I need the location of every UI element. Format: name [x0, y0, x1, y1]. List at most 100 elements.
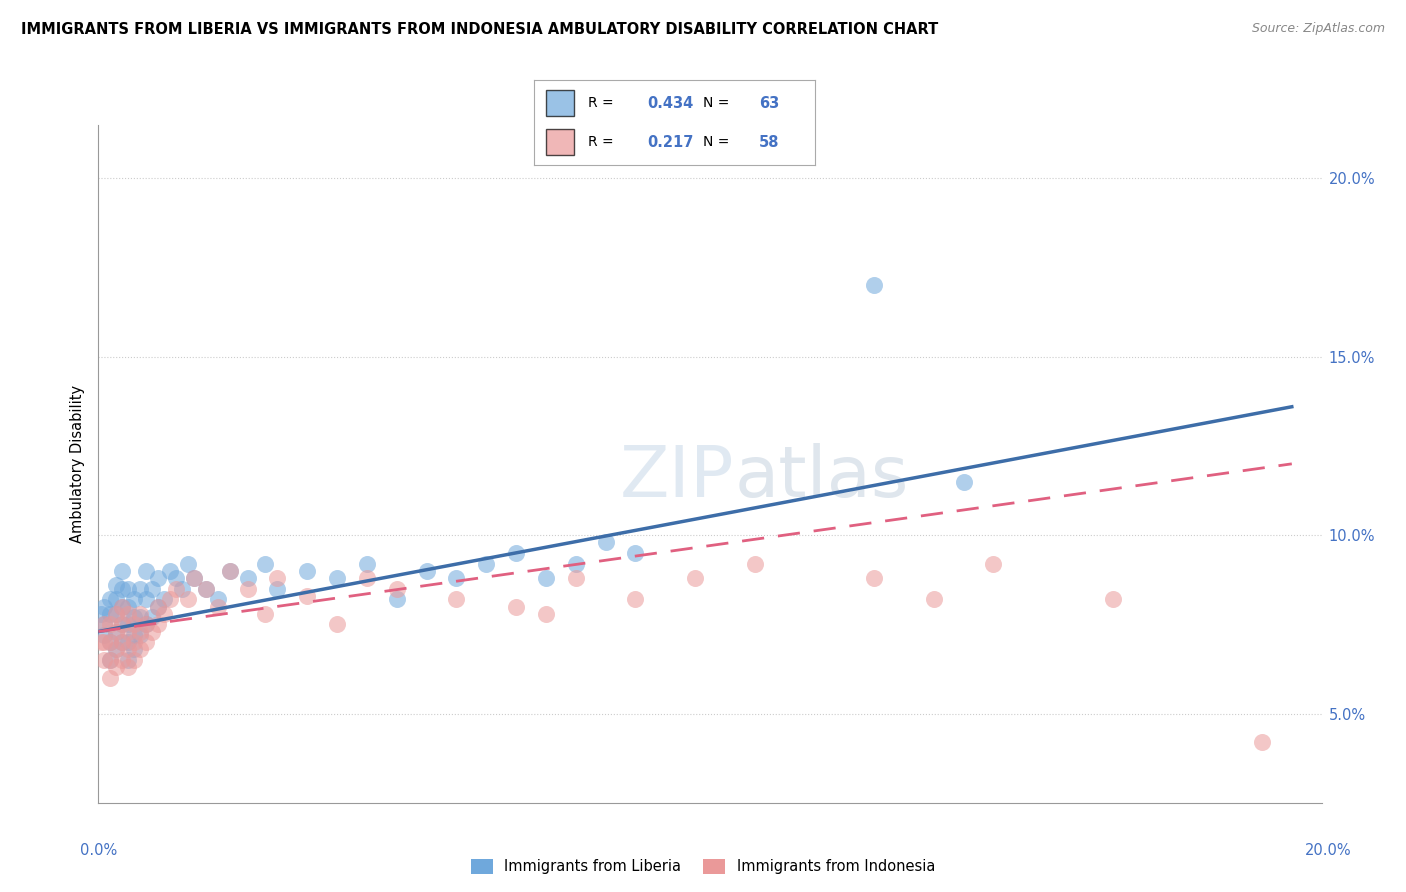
Point: [236, 571, 259, 585]
Point: [98, 635, 121, 649]
Point: [153, 607, 176, 621]
Point: [1101, 592, 1123, 607]
Point: [111, 635, 134, 649]
Point: [98, 671, 121, 685]
Point: [207, 599, 229, 614]
Point: [98, 617, 121, 632]
Point: [744, 557, 766, 571]
Point: [117, 617, 139, 632]
Point: [129, 610, 152, 624]
Point: [93, 617, 115, 632]
Point: [146, 599, 169, 614]
Point: [122, 653, 145, 667]
Point: [117, 660, 139, 674]
Point: [129, 624, 152, 639]
Point: [218, 564, 240, 578]
Point: [129, 607, 152, 621]
Point: [129, 642, 152, 657]
Text: ZIP: ZIP: [620, 443, 734, 512]
Point: [93, 635, 115, 649]
Point: [159, 592, 181, 607]
Point: [90, 607, 112, 621]
Point: [105, 592, 128, 607]
Point: [105, 660, 128, 674]
Point: [141, 624, 163, 639]
Point: [90, 635, 112, 649]
Point: [183, 571, 205, 585]
Point: [135, 592, 157, 607]
Point: [683, 571, 706, 585]
Point: [177, 592, 200, 607]
Point: [952, 475, 974, 489]
Point: [146, 599, 169, 614]
Y-axis label: Ambulatory Disability: Ambulatory Disability: [69, 384, 84, 543]
Point: [446, 571, 468, 585]
Point: [177, 557, 200, 571]
Point: [534, 571, 557, 585]
Point: [922, 592, 945, 607]
Point: [565, 571, 588, 585]
Point: [135, 635, 157, 649]
Point: [194, 582, 217, 596]
Point: [266, 582, 288, 596]
Point: [415, 564, 437, 578]
Point: [105, 642, 128, 657]
Text: R =: R =: [588, 136, 617, 149]
Point: [98, 592, 121, 607]
Text: atlas: atlas: [734, 443, 908, 512]
Point: [595, 535, 617, 549]
Point: [105, 624, 128, 639]
Point: [111, 635, 134, 649]
Text: 0.434: 0.434: [647, 95, 693, 111]
Point: [297, 589, 319, 603]
Point: [356, 571, 378, 585]
Point: [153, 592, 176, 607]
Point: [385, 582, 408, 596]
Point: [135, 617, 157, 632]
Point: [129, 628, 152, 642]
Point: [111, 599, 134, 614]
Point: [122, 610, 145, 624]
Point: [863, 278, 886, 293]
Point: [105, 578, 128, 592]
Point: [266, 571, 288, 585]
Point: [170, 582, 193, 596]
Text: R =: R =: [588, 96, 617, 110]
Point: [326, 571, 349, 585]
Point: [111, 653, 134, 667]
Point: [141, 610, 163, 624]
Point: [385, 592, 408, 607]
Point: [111, 617, 134, 632]
Point: [117, 599, 139, 614]
Point: [98, 635, 121, 649]
FancyBboxPatch shape: [546, 90, 574, 116]
Point: [505, 599, 527, 614]
Point: [93, 617, 115, 632]
Point: [475, 557, 498, 571]
Point: [146, 571, 169, 585]
Point: [122, 635, 145, 649]
FancyBboxPatch shape: [546, 129, 574, 155]
Point: [93, 653, 115, 667]
Point: [117, 624, 139, 639]
Point: [111, 564, 134, 578]
Point: [624, 592, 647, 607]
Point: [105, 607, 128, 621]
Point: [122, 617, 145, 632]
Point: [117, 582, 139, 596]
Point: [98, 607, 121, 621]
Point: [98, 653, 121, 667]
Point: [505, 546, 527, 560]
Text: 0.0%: 0.0%: [80, 843, 117, 858]
Point: [446, 592, 468, 607]
Point: [254, 607, 277, 621]
Point: [565, 557, 588, 571]
Point: [98, 653, 121, 667]
Point: [117, 607, 139, 621]
Point: [93, 599, 115, 614]
Point: [122, 628, 145, 642]
Point: [105, 607, 128, 621]
Point: [105, 624, 128, 639]
Point: [183, 571, 205, 585]
Point: [117, 635, 139, 649]
